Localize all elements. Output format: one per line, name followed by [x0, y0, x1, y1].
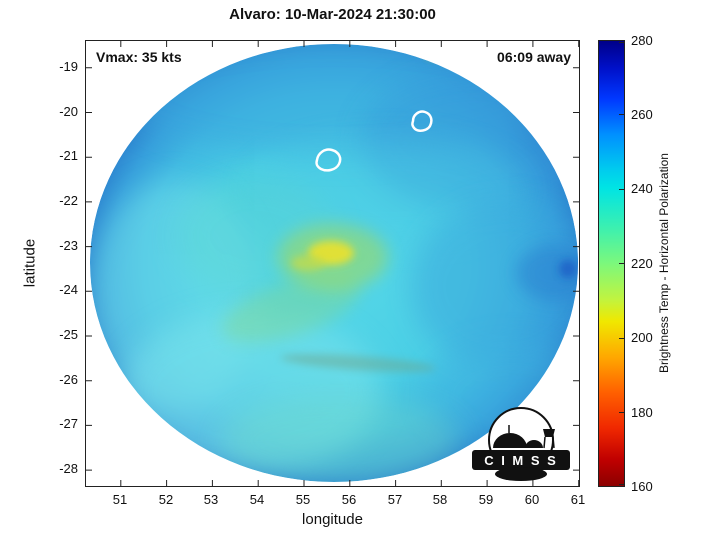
y-axis-label: latitude — [21, 238, 39, 288]
x-tick-label: 61 — [570, 492, 586, 507]
colorbar-tick — [619, 114, 624, 115]
x-tick-label: 60 — [524, 492, 540, 507]
radome-dome-icon — [493, 433, 527, 448]
colorbar-tick-label: 240 — [631, 181, 653, 196]
colorbar-axis-label: Brightness Temp - Horizontal Polarizatio… — [657, 153, 671, 373]
colorbar-tick-label: 160 — [631, 479, 653, 494]
colorbar-tick — [619, 338, 624, 339]
x-tick-label: 52 — [158, 492, 174, 507]
eta-annotation: 06:09 away — [497, 49, 571, 65]
island-contour-1 — [315, 148, 342, 172]
x-tick-label: 55 — [295, 492, 311, 507]
vmax-annotation: Vmax: 35 kts — [96, 49, 182, 65]
plot-title: Alvaro: 10-Mar-2024 21:30:00 — [229, 6, 436, 23]
cimss-logo: C I M S S — [471, 407, 571, 485]
x-axis-label: longitude — [302, 511, 363, 528]
y-tick-label: -20 — [59, 104, 78, 119]
y-tick-label: -23 — [59, 238, 78, 253]
y-tick-label: -24 — [59, 282, 78, 297]
water-tower-icon — [543, 429, 555, 437]
y-tick-label: -19 — [59, 59, 78, 74]
axis-tick-marks — [86, 41, 579, 486]
y-tick-label: -25 — [59, 327, 78, 342]
cimss-logo-graphic: C I M S S — [472, 407, 570, 481]
x-tick-label: 51 — [112, 492, 128, 507]
y-tick-label: -26 — [59, 372, 78, 387]
x-tick-label: 58 — [432, 492, 448, 507]
colorbar-tick — [619, 189, 624, 190]
x-tick-label: 56 — [341, 492, 357, 507]
colorbar-tick-label: 280 — [631, 33, 653, 48]
colorbar-tick — [619, 263, 624, 264]
satellite-dish-icon — [525, 440, 543, 448]
x-tick-label: 53 — [203, 492, 219, 507]
brightness-temp-map — [86, 41, 579, 486]
y-tick-label: -28 — [59, 461, 78, 476]
colorbar-tick-label: 180 — [631, 405, 653, 420]
plot-area: Vmax: 35 kts 06:09 away C I M S S — [85, 40, 580, 487]
island-contour-2 — [411, 110, 433, 132]
y-tick-label: -21 — [59, 148, 78, 163]
y-tick-label: -22 — [59, 193, 78, 208]
colorbar-tick-label: 260 — [631, 107, 653, 122]
x-tick-label: 57 — [387, 492, 403, 507]
colorbar-tick — [619, 42, 624, 43]
colorbar-tick-label: 220 — [631, 256, 653, 271]
x-tick-label: 54 — [249, 492, 265, 507]
cimss-logo-text: C I M S S — [484, 453, 558, 468]
x-tick-label: 59 — [478, 492, 494, 507]
colorbar-tick-label: 200 — [631, 330, 653, 345]
y-tick-label: -27 — [59, 416, 78, 431]
colorbar-tick — [619, 412, 624, 413]
colorbar-tick — [619, 484, 624, 485]
